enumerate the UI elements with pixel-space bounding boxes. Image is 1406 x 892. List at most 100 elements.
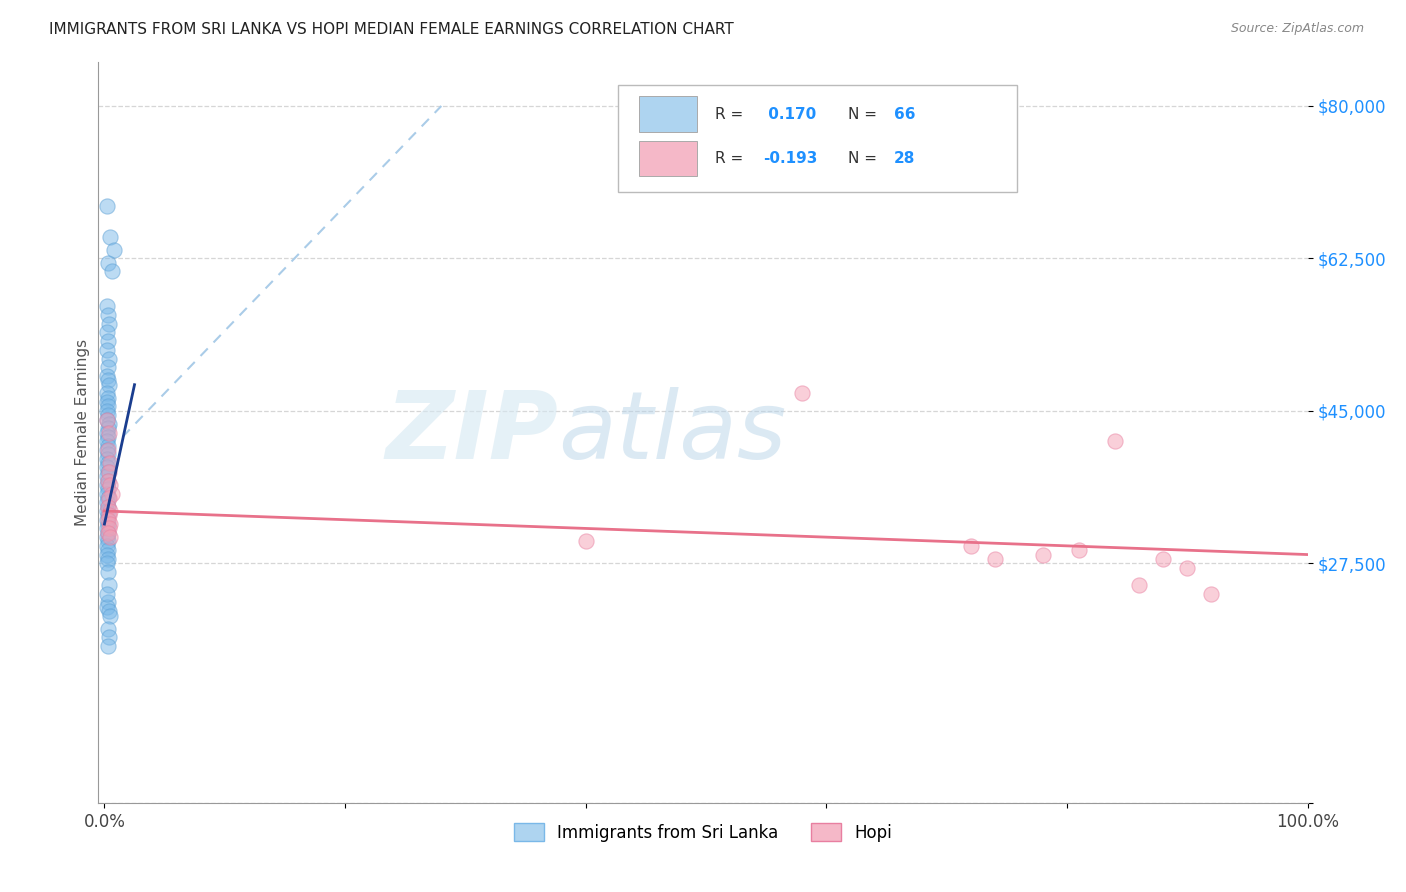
Point [96,513,118,527]
Point [98,604,121,618]
Y-axis label: Median Female Earnings: Median Female Earnings [75,339,90,526]
Point [96,460,118,475]
Point [1175,560,1198,574]
Point [100,456,122,470]
Point [97,430,120,444]
Point [97,474,120,488]
Point [96,478,118,492]
Text: atlas: atlas [558,387,786,478]
Point [98,351,121,366]
Point [96,199,118,213]
FancyBboxPatch shape [638,96,697,132]
Point [96,599,118,614]
Legend: Immigrants from Sri Lanka, Hopi: Immigrants from Sri Lanka, Hopi [505,815,901,850]
Point [97,408,120,422]
Point [98,417,121,431]
Point [100,608,122,623]
Point [97,421,120,435]
Point [97,456,120,470]
Point [100,229,122,244]
Point [96,587,118,601]
Point [97,525,120,540]
Text: 0.170: 0.170 [763,107,817,122]
Point [96,404,118,418]
Text: 66: 66 [894,107,915,122]
Point [97,391,120,405]
FancyBboxPatch shape [619,85,1018,192]
Point [97,565,120,579]
Point [96,530,118,544]
Point [96,548,118,562]
Point [96,469,118,483]
Point [97,552,120,566]
Point [96,443,118,458]
Point [96,369,118,384]
Point [96,504,118,518]
Text: IMMIGRANTS FROM SRI LANKA VS HOPI MEDIAN FEMALE EARNINGS CORRELATION CHART: IMMIGRANTS FROM SRI LANKA VS HOPI MEDIAN… [49,22,734,37]
Point [96,539,118,553]
Point [97,400,120,414]
Point [1152,552,1174,566]
Point [575,534,598,549]
Point [98,578,121,592]
Point [96,425,118,440]
Point [97,465,120,479]
Point [96,521,118,535]
Point [100,504,122,518]
Point [98,521,121,535]
Point [97,500,120,514]
Text: R =: R = [716,151,748,166]
Point [100,264,122,278]
Point [792,386,814,401]
Point [96,451,118,466]
Point [97,622,120,636]
Point [97,308,120,322]
Point [100,530,122,544]
Point [1104,434,1126,449]
Point [98,425,121,440]
Point [97,513,120,527]
Point [97,474,120,488]
Point [97,543,120,558]
Point [98,491,121,505]
Point [96,386,118,401]
Point [97,595,120,609]
Text: ZIP: ZIP [385,386,558,479]
Text: -0.193: -0.193 [763,151,818,166]
Point [96,556,118,570]
Point [96,395,118,409]
Point [984,552,1007,566]
Point [97,534,120,549]
Point [1201,587,1223,601]
Point [96,326,118,340]
Point [1032,548,1054,562]
Point [97,500,120,514]
Point [98,465,121,479]
Point [97,508,120,523]
Point [97,256,120,270]
Point [97,491,120,505]
Point [98,630,121,644]
Point [96,495,118,509]
Point [1067,543,1090,558]
Point [100,478,122,492]
Point [97,439,120,453]
Point [96,343,118,357]
Point [1128,578,1150,592]
Text: N =: N = [848,107,882,122]
Point [103,243,125,257]
Point [97,373,120,387]
Point [97,443,120,458]
Point [98,317,121,331]
Point [96,412,118,426]
Point [97,447,120,461]
Point [97,525,120,540]
Point [100,486,122,500]
Point [100,517,122,532]
Text: Source: ZipAtlas.com: Source: ZipAtlas.com [1230,22,1364,36]
Text: N =: N = [848,151,882,166]
Text: R =: R = [716,107,748,122]
Point [98,508,121,523]
Point [97,334,120,348]
FancyBboxPatch shape [638,141,697,177]
